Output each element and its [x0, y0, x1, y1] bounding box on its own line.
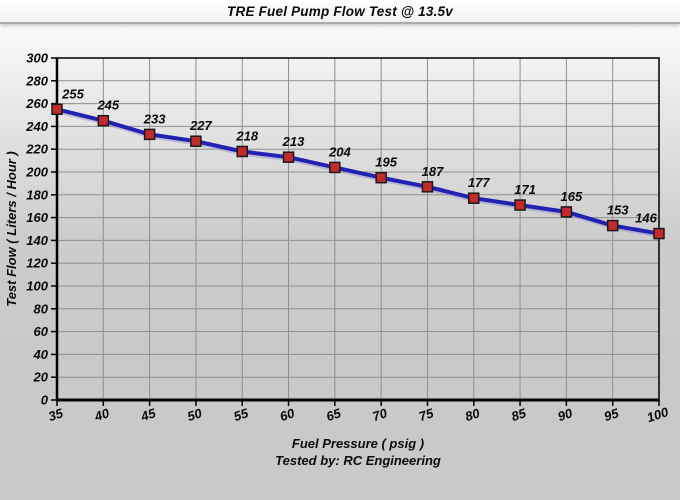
- data-point-label: 187: [422, 164, 444, 179]
- y-tick-label: 60: [34, 324, 49, 339]
- data-point-label: 153: [607, 203, 629, 218]
- data-point-marker: [143, 128, 156, 141]
- data-point-marker: [97, 114, 110, 127]
- x-tick-label: 95: [602, 405, 621, 424]
- x-tick-label: 50: [185, 405, 204, 424]
- y-tick-label: 80: [34, 301, 49, 316]
- x-tick-label: 65: [324, 405, 343, 424]
- x-tick-label: 70: [371, 405, 390, 424]
- data-point-marker: [560, 206, 573, 218]
- data-point-marker: [190, 135, 202, 147]
- x-tick-label: 60: [278, 405, 297, 424]
- data-point-label: 227: [189, 118, 212, 133]
- y-tick-label: 100: [26, 279, 48, 294]
- data-point-label: 177: [468, 175, 490, 190]
- data-point-marker: [653, 227, 665, 240]
- tested-by-note: Tested by: RC Engineering: [275, 453, 441, 468]
- data-point-label: 213: [282, 134, 305, 149]
- x-tick-label: 55: [232, 405, 251, 424]
- y-tick-label: 140: [26, 233, 48, 248]
- data-point-marker: [421, 181, 434, 193]
- y-tick-label: 120: [26, 256, 48, 271]
- data-point-label: 218: [235, 128, 258, 143]
- plot-border: [56, 57, 660, 401]
- data-point-marker: [514, 199, 526, 211]
- y-tick-label: 180: [26, 187, 48, 202]
- x-tick-label: 45: [138, 405, 158, 424]
- data-point-marker: [236, 145, 248, 158]
- data-point-marker: [282, 151, 295, 163]
- y-tick-label: 160: [26, 210, 48, 225]
- data-point-marker: [375, 171, 387, 184]
- y-tick-label: 280: [25, 73, 48, 88]
- x-axis-title: Fuel Pressure ( psig ): [291, 436, 425, 451]
- x-tick-label: 100: [645, 404, 671, 425]
- y-tick-label: 20: [33, 370, 49, 385]
- chart-title-bar: TRE Fuel Pump Flow Test @ 13.5v: [0, 0, 680, 24]
- chart-title: TRE Fuel Pump Flow Test @ 13.5v: [227, 3, 453, 19]
- data-point-label: 245: [96, 98, 119, 113]
- data-point-label: 233: [143, 111, 166, 126]
- data-point-label: 204: [328, 144, 351, 159]
- data-point-marker: [329, 161, 341, 174]
- x-tick-label: 35: [46, 405, 65, 424]
- data-point-marker: [51, 103, 63, 116]
- y-tick-label: 300: [26, 51, 48, 66]
- y-axis-title: Test Flow ( Liters / Hour ): [4, 151, 19, 307]
- series-line: [56, 107, 660, 236]
- data-point-marker: [468, 192, 480, 204]
- data-point-label: 255: [61, 86, 84, 101]
- x-tick-label: 40: [92, 405, 112, 424]
- y-tick-label: 200: [25, 165, 48, 180]
- x-tick-label: 75: [417, 405, 436, 424]
- y-tick-label: 240: [25, 119, 48, 134]
- y-tick-label: 260: [25, 96, 48, 111]
- data-point-marker: [606, 219, 619, 232]
- x-tick-label: 85: [509, 405, 528, 424]
- y-tick-label: 0: [41, 393, 49, 408]
- data-point-label: 195: [375, 155, 397, 170]
- data-point-label: 146: [635, 211, 657, 226]
- data-point-label: 165: [561, 189, 583, 204]
- data-point-label: 171: [514, 182, 536, 197]
- y-tick-label: 220: [25, 142, 48, 157]
- x-tick-label: 90: [556, 405, 575, 424]
- x-tick-label: 80: [463, 405, 482, 424]
- y-tick-label: 40: [33, 347, 49, 362]
